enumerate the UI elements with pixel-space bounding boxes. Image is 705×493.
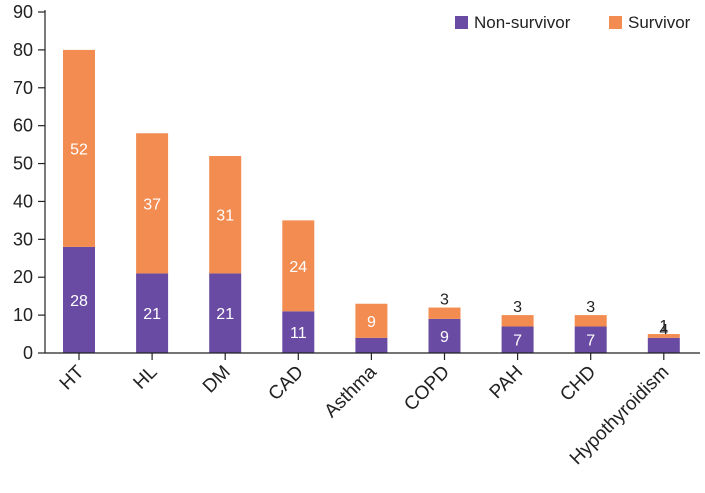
- y-tick-label: 10: [13, 305, 33, 325]
- x-tick-label-ht: HT: [56, 361, 89, 394]
- bar-non-survivor-hypothyroidism: [647, 337, 680, 353]
- data-label-non-survivor-chd: 7: [586, 333, 595, 350]
- y-tick-label: 80: [13, 40, 33, 60]
- data-label-survivor-ht: 52: [70, 141, 88, 158]
- bar-survivor-hl: [136, 133, 169, 274]
- y-tick-label: 40: [13, 191, 33, 211]
- legend-label: Survivor: [628, 13, 691, 32]
- data-label-non-survivor-hl: 21: [143, 306, 161, 323]
- y-tick-label: 90: [13, 2, 33, 22]
- data-label-survivor-hl: 37: [143, 196, 161, 213]
- bar-non-survivor-dm: [209, 273, 242, 353]
- data-label-non-survivor-copd: 9: [440, 329, 449, 346]
- y-tick-label: 50: [13, 154, 33, 174]
- bar-survivor-pah: [501, 315, 534, 327]
- data-label-survivor-asthma: 9: [367, 314, 376, 331]
- legend-swatch: [609, 16, 622, 29]
- bar-non-survivor-ht: [63, 246, 95, 353]
- legend-item-non-survivor: Non-survivor: [455, 13, 571, 32]
- data-label-non-survivor-dm: 21: [216, 306, 234, 323]
- data-label-non-survivor-pah: 7: [513, 333, 522, 350]
- x-tick-label-dm: DM: [199, 362, 235, 398]
- x-tick-label-chd: CHD: [556, 362, 600, 406]
- bar-non-survivor-hl: [136, 273, 169, 353]
- bar-survivor-copd: [428, 307, 461, 319]
- data-label-non-survivor-ht: 28: [70, 293, 88, 310]
- bar-survivor-hypothyroidism: [647, 334, 680, 338]
- bar-non-survivor-copd: [428, 318, 461, 353]
- bar-non-survivor-cad: [282, 311, 315, 353]
- legend: Non-survivor Survivor: [455, 13, 691, 32]
- bar-survivor-cad: [282, 220, 315, 312]
- x-tick-label-copd: COPD: [400, 362, 454, 416]
- legend-item-survivor: Survivor: [609, 13, 691, 32]
- bar-survivor-dm: [209, 155, 242, 274]
- bar-survivor-asthma: [355, 303, 388, 338]
- x-tick-label-asthma: Asthma: [321, 361, 382, 422]
- y-tick-label: 30: [13, 229, 33, 249]
- bar-survivor-chd: [574, 315, 607, 327]
- bar-non-survivor-chd: [574, 326, 607, 353]
- legend-label: Non-survivor: [474, 13, 571, 32]
- x-tick-label-hl: HL: [130, 362, 162, 394]
- y-axis: 0 10 20 30 40 50 60 70 80 90: [13, 2, 46, 363]
- bar-survivor-ht: [63, 49, 95, 247]
- data-label-survivor-cad: 24: [289, 259, 307, 276]
- x-tick-label-pah: PAH: [486, 362, 527, 403]
- data-label-survivor-chd: 3: [586, 299, 595, 316]
- bar-non-survivor-pah: [501, 326, 534, 353]
- bar-non-survivor-asthma: [355, 337, 388, 353]
- bars: 28522137213111244993737341: [63, 49, 680, 353]
- y-tick-label: 60: [13, 116, 33, 136]
- data-label-survivor-hypothyroidism: 1: [659, 318, 668, 335]
- y-tick-label: 0: [23, 343, 33, 363]
- y-tick-label: 20: [13, 267, 33, 287]
- x-tick-label-cad: CAD: [265, 362, 308, 405]
- data-label-survivor-copd: 3: [440, 292, 449, 309]
- data-label-non-survivor-hypothyroidism: 4: [659, 322, 668, 339]
- data-label-non-survivor-cad: 11: [290, 325, 307, 342]
- legend-swatch: [455, 16, 468, 29]
- data-label-survivor-pah: 3: [513, 299, 522, 316]
- y-tick-label: 70: [13, 78, 33, 98]
- data-label-survivor-dm: 31: [216, 208, 234, 225]
